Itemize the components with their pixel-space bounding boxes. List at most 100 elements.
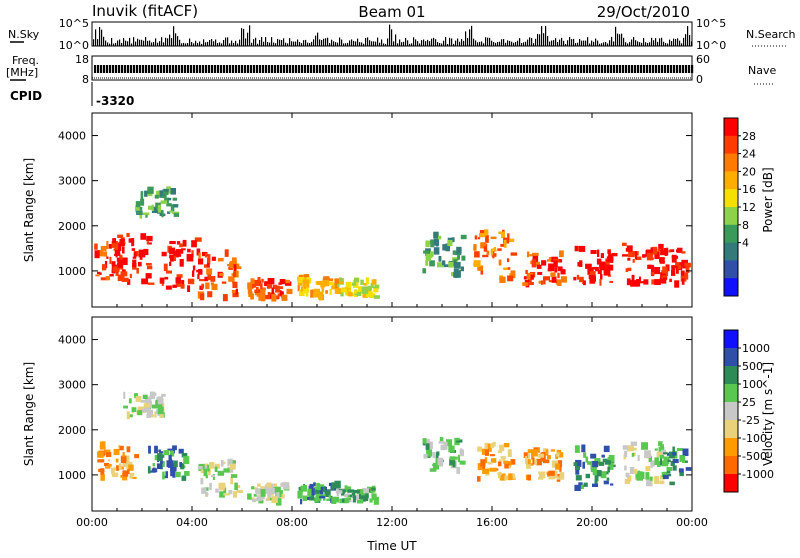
- echo-cell: [219, 273, 224, 277]
- freq-sample: [565, 65, 568, 73]
- echo-cell: [144, 190, 148, 197]
- echo-cell: [140, 198, 145, 206]
- echo-cell: [594, 479, 598, 487]
- echo-cell: [95, 274, 100, 277]
- echo-cell: [228, 276, 235, 282]
- freq-sample: [490, 65, 493, 73]
- freq-sample: [604, 65, 607, 73]
- nsky-bar: [209, 40, 211, 46]
- echo-cell: [200, 477, 204, 485]
- echo-cell: [668, 451, 675, 459]
- echo-cell: [548, 280, 552, 283]
- nsky-bar: [647, 42, 649, 46]
- nsky-bar: [407, 40, 409, 46]
- echo-cell: [206, 262, 209, 267]
- echo-cell: [426, 449, 433, 457]
- nsky-bar: [203, 39, 205, 46]
- echo-cell: [313, 497, 319, 501]
- nsky-bar: [291, 41, 293, 46]
- echo-cell: [202, 251, 208, 257]
- nsky-bar: [177, 36, 179, 46]
- freq-sample: [118, 65, 121, 73]
- echo-cell: [173, 213, 179, 217]
- echo-cell: [120, 475, 124, 478]
- echo-cell: [316, 482, 320, 490]
- nsky-bar: [263, 41, 265, 46]
- echo-cell: [250, 278, 255, 284]
- nsky-bar: [593, 41, 595, 46]
- nsky-bar: [211, 39, 213, 46]
- freq-sample: [469, 65, 472, 73]
- echo-cell: [367, 285, 372, 291]
- echo-cell: [574, 484, 581, 491]
- freq-sample: [511, 65, 514, 73]
- echo-cell: [334, 496, 340, 503]
- colorbar-swatch: [724, 189, 738, 208]
- echo-cell: [234, 270, 239, 278]
- nsky-bar: [687, 26, 689, 46]
- echo-cell: [215, 463, 220, 469]
- echo-cell: [227, 458, 230, 467]
- echo-cell: [143, 403, 151, 409]
- echo-cell: [222, 294, 228, 302]
- x-tick-label: 00:00: [76, 516, 108, 529]
- echo-cell: [479, 233, 486, 238]
- echo-cell: [309, 483, 314, 492]
- nsky-bar: [467, 37, 469, 46]
- echo-cell: [527, 474, 531, 481]
- echo-cell: [494, 249, 497, 252]
- freq-sample: [643, 65, 646, 73]
- echo-cell: [672, 446, 675, 455]
- echo-cell: [658, 441, 663, 447]
- echo-cell: [508, 465, 512, 468]
- echo-cell: [136, 211, 143, 215]
- colorbar-swatch: [724, 384, 738, 403]
- freq-sample: [190, 65, 193, 73]
- echo-cell: [473, 260, 481, 267]
- colorbar-swatch: [724, 207, 738, 226]
- echo-cell: [345, 281, 352, 289]
- nsky-bar: [561, 37, 563, 46]
- echo-cell: [678, 468, 684, 473]
- echo-cell: [524, 456, 527, 464]
- echo-cell: [321, 286, 324, 293]
- echo-cell: [503, 267, 509, 270]
- echo-cell: [236, 263, 240, 269]
- freq-sample: [334, 65, 337, 73]
- nsky-bar: [247, 32, 249, 46]
- freq-sample: [484, 65, 487, 73]
- freq-sample: [562, 65, 565, 73]
- echo-cell: [580, 484, 584, 489]
- echo-cell: [477, 463, 483, 471]
- echo-patch: [94, 237, 128, 281]
- nsky-bar: [509, 40, 511, 46]
- freq-sample: [589, 65, 592, 73]
- echo-cell: [252, 498, 257, 503]
- nsky-bar: [373, 41, 375, 46]
- nsky-bar: [297, 39, 299, 46]
- echo-cell: [557, 272, 560, 279]
- beam-title: Beam 01: [358, 3, 425, 21]
- x-tick-label: 16:00: [476, 516, 508, 529]
- nsky-bar: [283, 38, 285, 46]
- echo-cell: [670, 460, 675, 466]
- echo-cell: [140, 399, 148, 403]
- echo-cell: [429, 251, 434, 257]
- echo-cell: [648, 456, 653, 463]
- freq-sample: [241, 65, 244, 73]
- echo-cell: [117, 274, 125, 282]
- nsky-bar: [277, 38, 279, 46]
- echo-cell: [146, 409, 154, 418]
- echo-cell: [676, 267, 679, 274]
- echo-cell: [641, 442, 648, 450]
- nsky-bar: [537, 33, 539, 46]
- echo-cell: [659, 261, 665, 264]
- echo-cell: [603, 268, 611, 276]
- echo-cell: [334, 480, 341, 489]
- nsky-bar: [171, 38, 173, 46]
- echo-cell: [668, 249, 671, 253]
- nsky-bar: [573, 38, 575, 46]
- nsky-bar: [579, 39, 581, 46]
- colorbar-tick-label: 28: [742, 130, 756, 143]
- nsky-bar: [591, 40, 593, 46]
